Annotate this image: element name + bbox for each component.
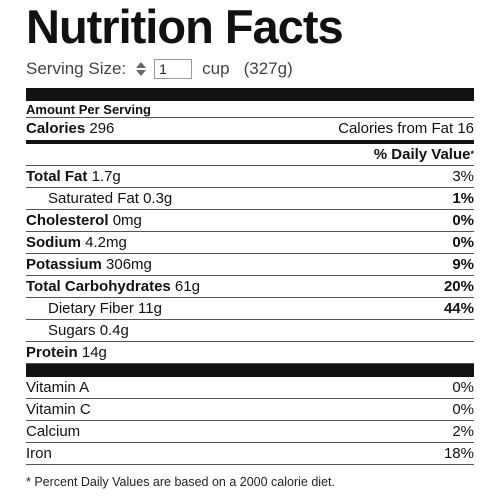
calories-cell: Calories 296 xyxy=(26,118,114,140)
serving-weight: (327g) xyxy=(243,59,293,78)
nutrient-name-cell: Dietary Fiber 11g xyxy=(48,298,162,319)
daily-value-header: % Daily Value* xyxy=(26,144,474,166)
nutrient-daily-value: 0% xyxy=(452,234,474,251)
serving-stepper-icon[interactable] xyxy=(134,61,148,77)
vitamin-label: Iron xyxy=(26,445,52,462)
nutrient-amount: 0mg xyxy=(112,212,142,229)
nutrient-name-cell: Total Fat 1.7g xyxy=(26,166,121,187)
nutrient-label: Saturated Fat xyxy=(48,190,139,207)
vitamin-label: Vitamin C xyxy=(26,401,91,418)
nutrient-amount: 0.3g xyxy=(143,190,173,207)
nutrient-daily-value: 0% xyxy=(452,212,474,229)
daily-value-text: % Daily Value xyxy=(373,146,471,163)
nutrient-row: Total Carbohydrates 61g 20% xyxy=(26,276,474,298)
nutrient-name-cell: Sugars 0.4g xyxy=(48,320,129,341)
divider-thick xyxy=(26,88,474,101)
vitamin-label: Calcium xyxy=(26,423,81,440)
nutrient-row: Sodium 4.2mg 0% xyxy=(26,232,474,254)
calories-from-fat-label: Calories from Fat xyxy=(338,120,454,137)
nutrient-name-cell: Cholesterol 0mg xyxy=(26,210,142,231)
vitamin-row: Calcium 2% xyxy=(26,421,474,443)
nutrient-daily-value: 1% xyxy=(452,190,474,207)
vitamin-daily-value: 0% xyxy=(452,401,474,418)
calories-value: 296 xyxy=(89,120,115,137)
divider-thick-vitamins xyxy=(26,364,474,377)
nutrient-amount: 14g xyxy=(81,344,107,361)
daily-value-marker: * xyxy=(470,149,474,159)
nutrient-label: Sodium xyxy=(26,234,81,251)
calories-from-fat-value: 16 xyxy=(457,120,474,137)
chevron-up-icon[interactable] xyxy=(136,62,147,68)
serving-quantity-input[interactable] xyxy=(154,59,193,79)
calories-label: Calories xyxy=(26,120,86,137)
nutrient-row: Saturated Fat 0.3g 1% xyxy=(26,188,474,210)
calories-row: Calories 296 Calories from Fat 16 xyxy=(26,118,474,144)
nutrient-row: Total Fat 1.7g 3% xyxy=(26,166,474,188)
serving-size-row: Serving Size: cup (327g) xyxy=(26,54,474,84)
nutrient-amount: 0.4g xyxy=(99,322,129,339)
page-title: Nutrition Facts xyxy=(26,0,344,53)
nutrient-amount: 1.7g xyxy=(91,168,121,185)
nutrient-daily-value: 44% xyxy=(443,300,474,317)
vitamin-daily-value: 0% xyxy=(452,379,474,396)
nutrient-label: Protein xyxy=(26,344,78,361)
nutrient-row: Protein 14g xyxy=(26,342,474,364)
nutrient-amount: 11g xyxy=(138,300,162,317)
vitamin-list: Vitamin A 0% Vitamin C 0% Calcium 2% Iron 18% xyxy=(26,377,474,465)
nutrient-amount: 4.2mg xyxy=(85,234,127,251)
vitamin-daily-value: 18% xyxy=(443,445,474,462)
nutrient-label: Dietary Fiber xyxy=(48,300,134,317)
amount-per-serving-label: Amount Per Serving xyxy=(26,101,474,118)
nutrient-name-cell: Potassium 306mg xyxy=(26,254,152,275)
nutrient-daily-value: 20% xyxy=(443,278,474,295)
nutrient-amount: 306mg xyxy=(106,256,152,273)
vitamin-daily-value: 2% xyxy=(452,423,474,440)
nutrient-name-cell: Protein 14g xyxy=(26,342,107,363)
nutrient-name-cell: Sodium 4.2mg xyxy=(26,232,127,253)
nutrient-label: Cholesterol xyxy=(26,212,109,229)
footnote: * Percent Daily Values are based on a 20… xyxy=(26,475,335,489)
daily-value-label: % Daily Value* xyxy=(374,144,474,165)
nutrient-label: Total Carbohydrates xyxy=(26,278,171,295)
nutrient-name-cell: Total Carbohydrates 61g xyxy=(26,276,200,297)
nutrient-amount: 61g xyxy=(174,278,200,295)
vitamin-row: Iron 18% xyxy=(26,443,474,465)
nutrient-list: Total Fat 1.7g 3% Saturated Fat 0.3g 1% Chol… xyxy=(26,166,474,364)
nutrient-row: Sugars 0.4g xyxy=(26,320,474,342)
serving-unit: cup xyxy=(202,59,230,78)
nutrient-row: Dietary Fiber 11g 44% xyxy=(26,298,474,320)
calories-from-fat-cell: Calories from Fat 16 xyxy=(338,118,474,140)
nutrient-label: Potassium xyxy=(26,256,102,273)
nutrient-row: Potassium 306mg 9% xyxy=(26,254,474,276)
vitamin-label: Vitamin A xyxy=(26,379,90,396)
vitamin-row: Vitamin A 0% xyxy=(26,377,474,399)
nutrient-name-cell: Saturated Fat 0.3g xyxy=(48,188,172,209)
nutrient-daily-value: 9% xyxy=(452,256,474,273)
nutrient-label: Total Fat xyxy=(26,168,88,185)
nutrient-daily-value: 3% xyxy=(452,168,474,185)
nutrient-label: Sugars xyxy=(48,322,96,339)
serving-size-label: Serving Size: xyxy=(26,59,127,78)
vitamin-row: Vitamin C 0% xyxy=(26,399,474,421)
nutrient-row: Cholesterol 0mg 0% xyxy=(26,210,474,232)
chevron-down-icon[interactable] xyxy=(136,70,147,76)
